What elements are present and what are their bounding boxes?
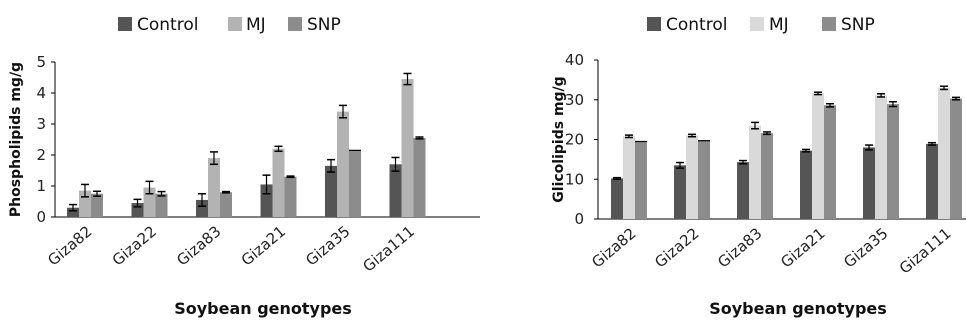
y-tick-label: 0	[36, 208, 46, 226]
y-tick-label: 40	[565, 51, 584, 69]
bar-snp	[635, 141, 647, 219]
bar-mj	[875, 95, 887, 219]
bar-mj	[272, 148, 285, 217]
bar-snp	[155, 193, 168, 217]
y-tick-label: 5	[36, 53, 46, 71]
legend-label: SNP	[307, 15, 341, 35]
x-tick-label: Giza22	[109, 222, 160, 269]
bar-mj	[686, 135, 698, 219]
legend-swatch	[228, 17, 242, 31]
x-tick-label: Giza83	[714, 224, 765, 271]
bar-snp	[413, 137, 426, 217]
x-tick-label: Giza22	[651, 224, 702, 271]
y-tick-label: 10	[565, 170, 584, 188]
bar-mj	[401, 79, 414, 217]
bar-snp	[284, 176, 297, 217]
y-tick-label: 20	[565, 131, 584, 149]
legend-swatch	[288, 17, 302, 31]
bar-control	[67, 207, 79, 217]
y-axis-label: Phospholipids mg/g	[8, 62, 24, 217]
bar-control	[800, 150, 812, 219]
bar-control	[196, 199, 208, 217]
bar-snp	[91, 193, 103, 217]
bar-control	[674, 165, 686, 219]
legend-swatch	[118, 17, 132, 31]
bar-control	[737, 162, 749, 219]
bar-mj	[812, 93, 824, 219]
legend-label: SNP	[841, 15, 875, 35]
x-tick-label: Giza21	[777, 224, 828, 271]
bar-mj	[337, 111, 349, 217]
bar-control	[389, 164, 402, 217]
bar-mj	[938, 87, 950, 219]
bar-snp	[698, 140, 710, 219]
y-tick-label: 1	[36, 177, 46, 195]
bar-control	[863, 147, 875, 219]
chart-1: 0 1 2 3 4 5 Giza82 Giza22 Giza83 Giza21 Giza35 Giza…	[8, 15, 480, 318]
x-tick-label: Giza111	[896, 224, 955, 277]
x-tick-label: Giza82	[44, 222, 95, 269]
x-tick-label: Giza111	[359, 222, 418, 275]
bar-snp	[220, 192, 232, 217]
bar-control	[611, 178, 623, 219]
legend-label: MJ	[769, 15, 789, 35]
bar-control	[325, 165, 337, 217]
bar-mj	[143, 187, 156, 217]
y-tick-label: 0	[574, 210, 584, 228]
bar-snp	[761, 133, 773, 219]
x-tick-label: Giza82	[588, 224, 639, 271]
legend: Control MJ SNP	[647, 15, 875, 35]
bar-mj	[749, 125, 761, 219]
legend-swatch	[822, 17, 836, 31]
bar-mj	[208, 158, 220, 217]
legend-swatch	[647, 17, 661, 31]
x-axis-label: Soybean genotypes	[174, 299, 352, 318]
x-tick-label: Giza35	[840, 224, 891, 271]
x-axis-label: Soybean genotypes	[709, 299, 887, 318]
legend-label: Control	[666, 15, 727, 35]
bar-snp	[950, 98, 962, 219]
legend-swatch	[750, 17, 764, 31]
x-tick-label: Giza83	[173, 222, 224, 269]
bar-mj	[623, 136, 635, 219]
y-tick-label: 3	[36, 115, 46, 133]
bar-control	[926, 143, 938, 219]
y-tick-label: 4	[36, 84, 46, 102]
y-axis-label: Glicolipids mg/g	[551, 76, 567, 202]
bar-snp	[887, 104, 899, 219]
y-tick-label: 30	[565, 91, 584, 109]
legend-label: MJ	[246, 15, 266, 35]
legend: Control MJ SNP	[118, 15, 341, 35]
legend-label: Control	[137, 15, 198, 35]
bar-snp	[824, 105, 836, 219]
x-tick-label: Giza35	[302, 222, 353, 269]
bar-control	[260, 184, 273, 217]
x-tick-label: Giza21	[238, 222, 289, 269]
y-tick-label: 2	[36, 146, 46, 164]
bar-snp	[349, 150, 361, 217]
